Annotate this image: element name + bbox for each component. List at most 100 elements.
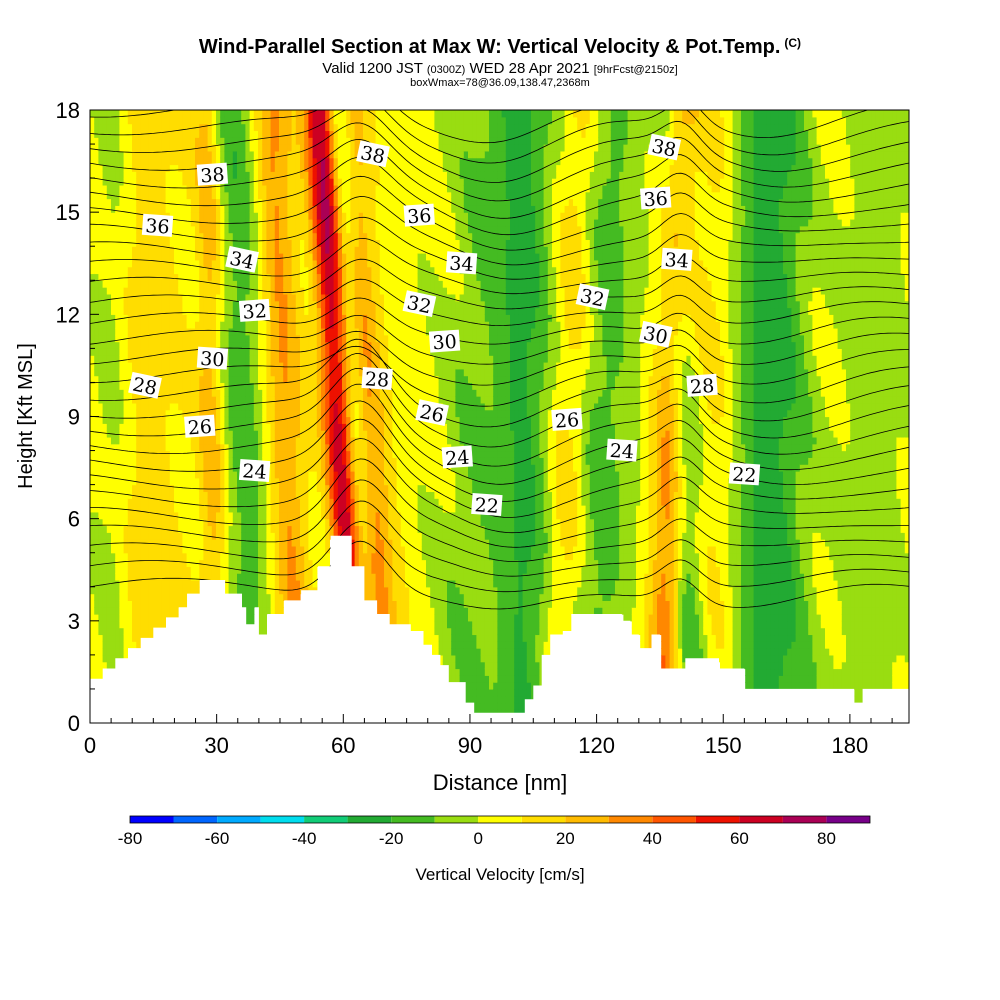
velocity-cell [174, 362, 179, 370]
velocity-cell [304, 259, 309, 268]
velocity-cell [182, 348, 188, 356]
velocity-cell [169, 559, 175, 567]
velocity-cell [291, 144, 297, 152]
velocity-cell [190, 123, 196, 132]
velocity-cell [283, 477, 288, 486]
velocity-cell [342, 144, 347, 152]
velocity-cell [140, 157, 146, 166]
velocity-cell [111, 511, 116, 520]
velocity-cell [346, 150, 351, 159]
velocity-cell [123, 327, 129, 336]
velocity-cell [287, 239, 293, 247]
velocity-cell [295, 327, 301, 336]
velocity-cell [350, 545, 356, 554]
velocity-cell [237, 382, 242, 390]
velocity-cell [178, 593, 183, 601]
velocity-cell [333, 157, 339, 166]
velocity-cell [287, 464, 293, 472]
velocity-cell [140, 600, 146, 608]
velocity-cell [358, 348, 364, 356]
velocity-cell [140, 627, 146, 636]
velocity-cell [232, 218, 238, 227]
velocity-cell [232, 225, 238, 234]
velocity-cell [136, 552, 141, 561]
velocity-cell [346, 430, 351, 438]
velocity-cell [295, 218, 301, 227]
velocity-cell [182, 334, 188, 343]
velocity-cell [342, 225, 347, 234]
velocity-cell [157, 505, 162, 513]
velocity-cell [123, 191, 129, 200]
velocity-cell [342, 396, 347, 404]
velocity-cell [190, 300, 196, 309]
velocity-cell [186, 287, 192, 295]
velocity-cell [199, 464, 204, 472]
velocity-cell [245, 409, 251, 418]
velocity-cell [316, 225, 322, 234]
velocity-cell [358, 293, 364, 302]
velocity-cell [115, 232, 120, 241]
velocity-cell [161, 205, 167, 213]
velocity-cell [94, 321, 99, 329]
velocity-cell [291, 389, 297, 397]
velocity-cell [132, 545, 137, 554]
velocity-cell [136, 137, 141, 145]
velocity-cell [90, 321, 95, 329]
velocity-cell [224, 532, 230, 540]
velocity-cell [123, 348, 129, 356]
velocity-cell [224, 280, 230, 288]
velocity-cell [123, 457, 129, 465]
velocity-cell [316, 375, 322, 384]
velocity-cell [363, 287, 368, 295]
velocity-cell [153, 327, 158, 336]
velocity-cell [262, 157, 267, 166]
velocity-cell [241, 280, 246, 288]
velocity-cell [312, 321, 318, 329]
velocity-cell [153, 396, 158, 404]
velocity-cell [274, 470, 280, 479]
velocity-cell [211, 450, 217, 458]
velocity-cell [157, 178, 162, 186]
velocity-cell [190, 171, 196, 179]
velocity-cell [245, 293, 251, 302]
velocity-cell [153, 416, 158, 424]
velocity-cell [245, 518, 251, 527]
velocity-cell [279, 593, 284, 601]
velocity-cell [249, 552, 255, 561]
velocity-cell [304, 423, 309, 431]
velocity-cell [241, 355, 246, 363]
velocity-cell [203, 334, 209, 343]
velocity-cell [245, 144, 251, 152]
velocity-cell [178, 511, 183, 520]
velocity-cell [245, 280, 251, 288]
velocity-cell [111, 518, 116, 527]
velocity-cell [169, 375, 175, 384]
velocity-cell [262, 545, 267, 554]
velocity-cell [98, 668, 104, 676]
velocity-cell [367, 218, 372, 227]
velocity-cell [312, 552, 318, 561]
velocity-cell [367, 137, 372, 145]
velocity-cell [329, 491, 335, 499]
velocity-cell [90, 300, 95, 309]
velocity-cell [262, 586, 267, 595]
velocity-cell [245, 525, 251, 533]
velocity-cell [207, 491, 213, 499]
velocity-cell [161, 539, 167, 547]
velocity-cell [220, 300, 225, 309]
velocity-cell [90, 457, 95, 465]
velocity-cell [316, 525, 322, 533]
velocity-cell [220, 239, 225, 247]
velocity-cell [333, 355, 339, 363]
velocity-cell [346, 348, 351, 356]
velocity-cell [266, 110, 272, 118]
velocity-cell [111, 334, 116, 343]
velocity-cell [106, 382, 112, 390]
velocity-cell [283, 402, 288, 411]
velocity-cell [350, 307, 356, 315]
velocity-cell [354, 559, 360, 567]
velocity-cell [325, 327, 330, 336]
velocity-cell [174, 239, 179, 247]
velocity-cell [321, 184, 326, 193]
velocity-cell [266, 253, 272, 261]
